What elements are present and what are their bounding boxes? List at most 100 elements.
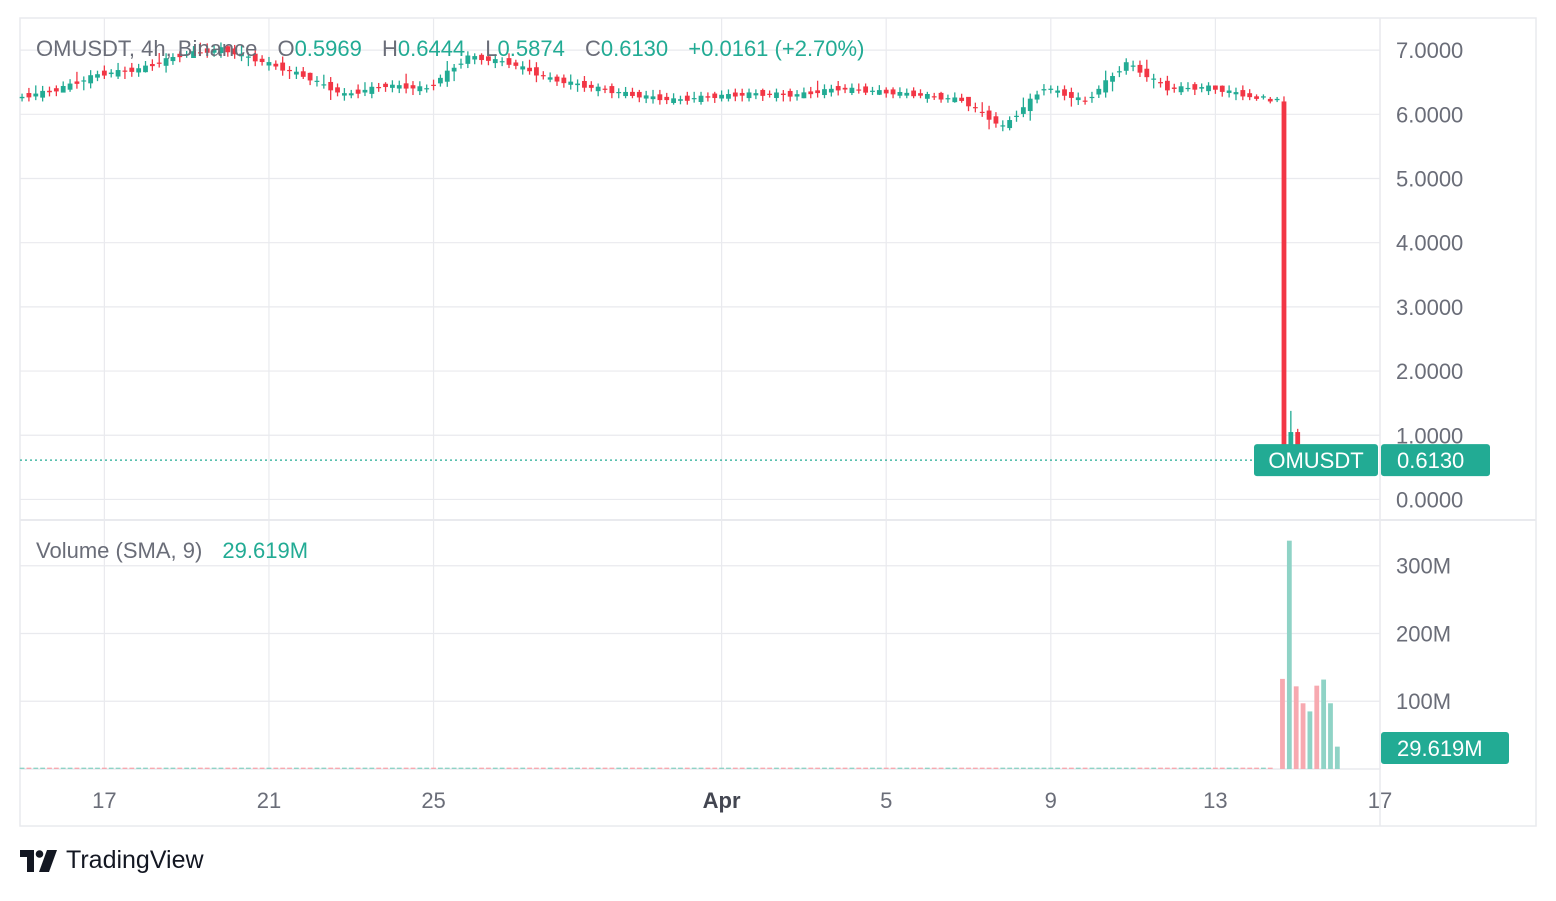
candle-body <box>527 67 532 72</box>
volume-bar <box>115 767 121 769</box>
candle-body <box>1055 90 1061 93</box>
candle-body <box>211 49 217 53</box>
x-tick-label: 21 <box>257 788 281 813</box>
volume-bar <box>143 767 148 769</box>
volume-bar <box>952 767 958 769</box>
candle-body <box>108 72 114 75</box>
candle-body <box>74 81 80 84</box>
candle-body <box>1254 96 1259 99</box>
candle-body <box>540 75 546 77</box>
candle-body <box>815 90 821 94</box>
volume-bar <box>47 767 52 769</box>
volume-bar <box>204 767 210 769</box>
volume-bar <box>225 767 231 769</box>
volume-bar <box>835 767 841 769</box>
y-tick-label: 5.0000 <box>1396 166 1463 191</box>
candle-body <box>1192 84 1198 90</box>
volume-bar <box>1137 767 1143 769</box>
candle-body <box>1233 92 1239 95</box>
volume-bar <box>870 767 875 769</box>
volume-bar <box>966 767 971 769</box>
candle-body <box>197 52 203 54</box>
candle-body <box>1213 85 1218 90</box>
candle-body <box>369 86 375 94</box>
candle-body <box>1075 97 1081 101</box>
volume-bar <box>280 767 286 769</box>
volume-bar <box>513 767 519 769</box>
y-tick-label: 1.0000 <box>1396 423 1463 448</box>
candle-body <box>753 93 759 96</box>
volume-bar <box>1219 767 1225 769</box>
candle-body <box>444 70 450 82</box>
x-tick-label: 9 <box>1045 788 1057 813</box>
candle-body <box>390 84 395 88</box>
volume-bar <box>1034 767 1040 769</box>
volume-bar <box>335 767 340 769</box>
symbol-info[interactable]: OMUSDT, 4h, Binance <box>36 36 258 61</box>
candle-body <box>890 89 896 95</box>
candle-body <box>794 94 800 97</box>
volume-bar <box>1089 767 1095 769</box>
candle-body <box>568 81 574 85</box>
volume-bar <box>218 767 224 769</box>
volume-bar <box>60 767 66 769</box>
volume-bar <box>1164 767 1170 769</box>
volume-bar <box>1192 767 1198 769</box>
volume-bar <box>390 767 395 769</box>
volume-bar <box>822 767 827 769</box>
volume-bar <box>1055 767 1061 769</box>
candle-body <box>979 111 985 114</box>
volume-bar <box>705 767 711 769</box>
candle-body <box>952 97 958 103</box>
volume-bar <box>1062 767 1067 769</box>
volume-bar <box>417 767 423 769</box>
candle-body <box>355 89 361 94</box>
candle-body <box>671 98 676 104</box>
volume-indicator-value: 29.619M <box>222 538 309 563</box>
candle-body <box>780 93 786 95</box>
volume-bar <box>746 767 752 769</box>
price-value-label: 0.6130 <box>1397 448 1464 473</box>
volume-bar <box>520 767 526 769</box>
high-value: 0.6444 <box>397 36 466 61</box>
volume-bar <box>1130 767 1136 769</box>
candle-body <box>650 96 656 100</box>
candle-body <box>1089 96 1095 99</box>
volume-bar <box>355 767 361 769</box>
volume-bar <box>136 767 142 769</box>
volume-indicator-label[interactable]: Volume (SMA, 9) <box>36 538 203 563</box>
volume-bar <box>1314 685 1320 769</box>
tradingview-logo[interactable]: TradingView <box>20 846 204 875</box>
volume-bar <box>1293 686 1299 769</box>
candle-body <box>1247 93 1253 98</box>
volume-bar <box>712 767 718 769</box>
candle-body <box>760 89 766 96</box>
volume-bar <box>293 767 299 769</box>
candle-body <box>280 62 286 71</box>
candle-body <box>876 90 882 95</box>
candle-body <box>19 96 25 99</box>
candle-body <box>53 88 59 92</box>
volume-bar <box>1233 767 1239 769</box>
candle-body <box>348 93 354 96</box>
volume-bar <box>918 767 923 769</box>
candle-body <box>273 63 279 67</box>
volume-bar <box>1158 767 1163 769</box>
candle-body <box>266 62 272 66</box>
volume-bar <box>1171 767 1177 769</box>
volume-bar <box>88 767 94 769</box>
volume-bar <box>383 767 388 769</box>
volume-bar <box>424 767 430 769</box>
volume-bar <box>492 767 498 769</box>
candle-body <box>767 93 773 95</box>
volume-bar <box>1000 767 1006 769</box>
candle-body <box>588 84 594 88</box>
volume-bar <box>314 767 320 769</box>
volume-bar <box>403 767 409 769</box>
volume-bar <box>1321 679 1327 769</box>
candle-body <box>1007 120 1013 129</box>
volume-bar <box>67 767 73 769</box>
candle-body <box>835 86 841 91</box>
